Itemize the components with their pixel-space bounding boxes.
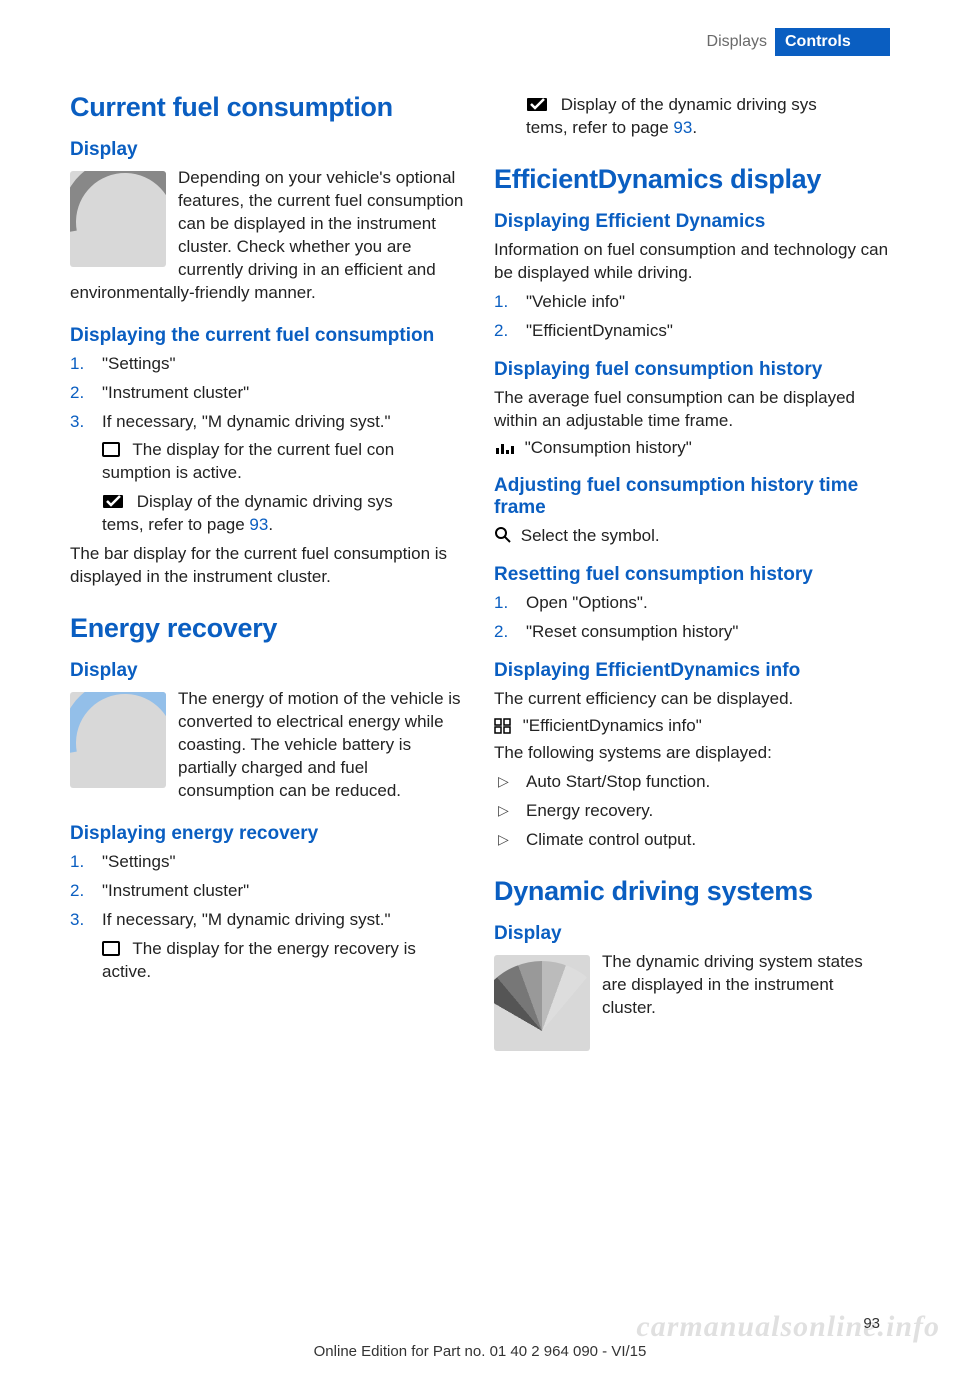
subhead-reset-history: Resetting fuel consumption history — [494, 564, 890, 586]
subhead-disp-eff-dyn: Displaying Efficient Dynamics — [494, 211, 890, 233]
right-column: Display of the dynamic driving sys­tems,… — [494, 86, 890, 1051]
page-ref-link[interactable]: 93 — [249, 515, 268, 534]
list-item: "Reset consumption history" — [494, 621, 890, 644]
box-check-icon — [102, 494, 128, 510]
subhead-display-3: Display — [494, 923, 890, 945]
para-bar: The bar display for the current fuel con… — [70, 543, 466, 589]
subhead-eff-dyn-info: Displaying EfficientDynamics info — [494, 660, 890, 682]
subhead-display-1: Display — [70, 139, 466, 161]
list-item: "Instrument cluster" — [70, 382, 466, 405]
info-grid-icon — [494, 718, 514, 734]
sub-para: The display for the current fuel con­sum… — [102, 439, 466, 485]
sub-para: Display of the dynamic driving sys­tems,… — [102, 491, 466, 537]
list-item-label: If necessary, "M dynamic driving syst." — [102, 412, 391, 431]
gauge-image-3 — [494, 955, 590, 1051]
txt: . — [268, 515, 273, 534]
txt: The display for the energy recovery is — [128, 939, 416, 958]
list-item: "Vehicle info" — [494, 291, 890, 314]
watermark: carmanualsonline.info — [636, 1310, 940, 1344]
txt: . — [692, 118, 697, 137]
txt: Display of the dynamic driving sys­ — [132, 492, 393, 511]
page-ref-link[interactable]: 93 — [673, 118, 692, 137]
txt: sumption is active. — [102, 463, 242, 482]
para: The current efficiency can be displayed. — [494, 688, 890, 711]
list-item: "Settings" — [70, 851, 466, 874]
para: The following systems are displayed: — [494, 742, 890, 765]
txt: tems, refer to page — [102, 515, 249, 534]
list-item: If necessary, "M dynamic driving syst." … — [70, 909, 466, 984]
txt: "EfficientDynamics info" — [523, 716, 702, 735]
list-item-label: If necessary, "M dynamic driving syst." — [102, 910, 391, 929]
list-reset: Open "Options". "Reset consumption histo… — [494, 592, 890, 644]
list-systems: Auto Start/Stop function. Energy recover… — [494, 771, 890, 852]
txt: active. — [102, 962, 151, 981]
heading-energy-recovery: Energy recovery — [70, 613, 466, 644]
magnifier-icon — [494, 526, 512, 544]
gauge-image-2 — [70, 692, 166, 788]
list-item: Climate control output. — [494, 829, 890, 852]
footer-line: Online Edition for Part no. 01 40 2 964 … — [0, 1343, 960, 1360]
box-empty-icon — [102, 941, 124, 957]
sub-para: The display for the energy recovery is ac… — [102, 938, 466, 984]
list-item: If necessary, "M dynamic driving syst." … — [70, 411, 466, 538]
list-item: "Settings" — [70, 353, 466, 376]
para: The average fuel consumption can be dis­… — [494, 387, 890, 433]
continued-para: Display of the dynamic driving sys­tems,… — [526, 94, 890, 140]
list-item: "EfficientDynamics" — [494, 320, 890, 343]
txt: Select the symbol. — [521, 526, 660, 545]
list-item: "Instrument cluster" — [70, 880, 466, 903]
heading-eff-dyn: EfficientDynamics display — [494, 164, 890, 195]
header-chapter: Controls — [775, 28, 890, 56]
subhead-fc-history: Displaying fuel consumption history — [494, 359, 890, 381]
box-empty-icon — [102, 442, 124, 458]
icon-line: Select the symbol. — [494, 525, 890, 548]
txt: Display of the dynamic driving sys­ — [556, 95, 817, 114]
heading-dyn-driving: Dynamic driving systems — [494, 876, 890, 907]
list-eff-dyn: "Vehicle info" "EfficientDynamics" — [494, 291, 890, 343]
subhead-adjust-timeframe: Adjusting fuel consumption history time … — [494, 475, 890, 519]
gauge-image-1 — [70, 171, 166, 267]
icon-line: "EfficientDynamics info" — [494, 715, 890, 738]
heading-current-fuel: Current fuel consumption — [70, 92, 466, 123]
txt: tems, refer to page — [526, 118, 673, 137]
txt: "Consumption history" — [525, 438, 692, 457]
list-disp-er: "Settings" "Instrument cluster" If neces… — [70, 851, 466, 984]
list-disp-current: "Settings" "Instrument cluster" If neces… — [70, 353, 466, 538]
left-column: Current fuel consumption Display Dependi… — [70, 86, 466, 1051]
page-header: Displays Controls — [70, 28, 890, 56]
para: Information on fuel consumption and tech… — [494, 239, 890, 285]
barchart-icon — [494, 440, 516, 456]
subhead-disp-current: Displaying the current fuel consumption — [70, 325, 466, 347]
list-item: Open "Options". — [494, 592, 890, 615]
icon-line: "Consumption history" — [494, 437, 890, 460]
subhead-display-2: Display — [70, 660, 466, 682]
list-item: Energy recovery. — [494, 800, 890, 823]
list-item: Auto Start/Stop function. — [494, 771, 890, 794]
subhead-disp-er: Displaying energy recovery — [70, 823, 466, 845]
txt: The display for the current fuel con­ — [128, 440, 394, 459]
box-check-icon — [526, 97, 552, 113]
header-section: Displays — [707, 28, 775, 51]
